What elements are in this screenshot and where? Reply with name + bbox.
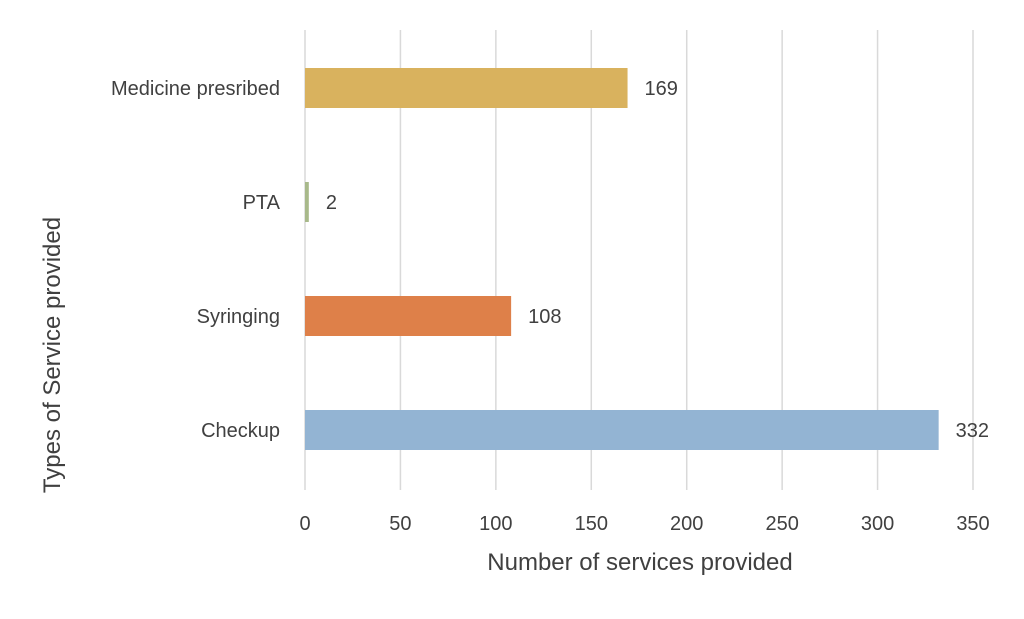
y-axis-tick-labels: Medicine presribed PTA Syringing Checkup — [111, 78, 281, 442]
x-tick-label: 200 — [670, 513, 703, 535]
y-tick-label: Checkup — [201, 420, 280, 442]
data-label: 2 — [326, 192, 337, 214]
bar-pta — [305, 182, 309, 222]
data-label: 332 — [956, 420, 989, 442]
data-labels: 169 2 108 332 — [326, 78, 989, 442]
data-label: 169 — [645, 78, 678, 100]
bar-checkup — [305, 410, 939, 450]
x-tick-label: 300 — [861, 513, 894, 535]
data-label: 108 — [528, 306, 561, 328]
y-axis-title: Types of Service provided — [39, 217, 66, 493]
bar-medicine-presribed — [305, 68, 628, 108]
y-tick-label: PTA — [243, 192, 281, 214]
x-tick-label: 250 — [765, 513, 798, 535]
x-axis-tick-labels: 0 50 100 150 200 250 300 350 — [299, 513, 989, 535]
y-tick-label: Syringing — [197, 306, 280, 328]
y-tick-label: Medicine presribed — [111, 78, 280, 100]
x-tick-label: 150 — [575, 513, 608, 535]
x-tick-label: 0 — [299, 513, 310, 535]
x-tick-label: 50 — [389, 513, 411, 535]
x-tick-label: 100 — [479, 513, 512, 535]
bars — [305, 68, 939, 450]
x-axis-title: Number of services provided — [487, 549, 792, 576]
x-tick-label: 350 — [956, 513, 989, 535]
bar-syringing — [305, 296, 512, 336]
